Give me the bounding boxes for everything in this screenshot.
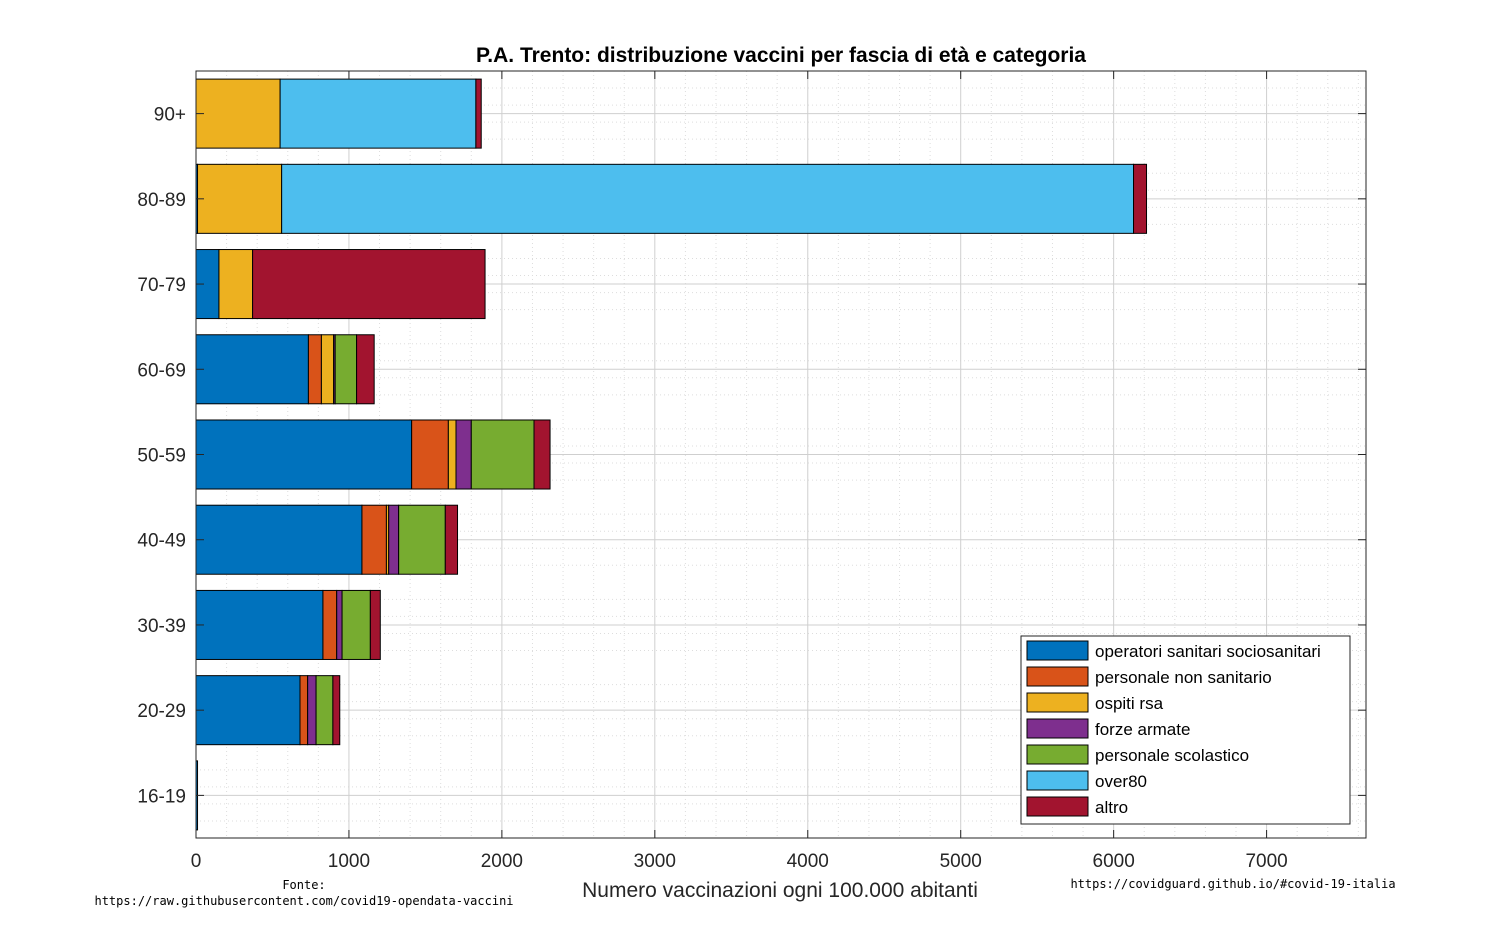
bar-segment xyxy=(334,334,358,405)
legend-entry: ospiti rsa xyxy=(1095,694,1164,713)
bar-segment xyxy=(307,675,317,746)
legend-swatch xyxy=(1026,770,1089,791)
source-url: https://raw.githubusercontent.com/covid1… xyxy=(94,894,513,908)
bar-segment xyxy=(332,675,341,746)
ticks: 0 1000 2000 3000 4000 5000 6000 7000 90+ 80-89 70-… xyxy=(137,71,1366,872)
y-tick-label: 60-69 xyxy=(137,360,186,381)
bar-segment xyxy=(369,589,381,660)
legend-entry: personale scolastico xyxy=(1095,746,1249,765)
legend-entry: altro xyxy=(1095,798,1128,817)
x-tick-label: 5000 xyxy=(940,851,982,872)
legend: operatori sanitari sociosanitari personal… xyxy=(1020,635,1351,825)
y-tick-label: 16-19 xyxy=(137,786,186,807)
bar-segment xyxy=(307,334,322,405)
y-tick-label: 90+ xyxy=(154,105,186,126)
bar-segment xyxy=(299,675,309,746)
x-axis-label: Numero vaccinazioni ogni 100.000 abitant… xyxy=(582,879,978,902)
bar-segment xyxy=(195,419,413,490)
bar-segment xyxy=(1133,163,1148,234)
x-tick-label: 2000 xyxy=(481,851,523,872)
legend-swatch xyxy=(1026,718,1089,739)
y-tick-label: 20-29 xyxy=(137,701,186,722)
bar-segment xyxy=(475,78,482,149)
bar-segment xyxy=(315,675,334,746)
x-tick-label: 1000 xyxy=(328,851,370,872)
bar-segment xyxy=(218,249,254,320)
legend-entry: personale non sanitario xyxy=(1095,668,1272,687)
bar-segment xyxy=(195,504,363,575)
bars xyxy=(195,78,1148,831)
legend-entry: over80 xyxy=(1095,772,1147,791)
legend-swatch xyxy=(1026,640,1089,661)
bar-segment xyxy=(361,504,387,575)
bar-segment xyxy=(356,334,375,405)
x-tick-label: 0 xyxy=(191,851,202,872)
x-tick-label: 7000 xyxy=(1245,851,1287,872)
bar-segment xyxy=(341,589,371,660)
bar-segment xyxy=(320,334,335,405)
credit-url: https://covidguard.github.io/#covid-19-i… xyxy=(1070,877,1395,891)
bar-segment xyxy=(470,419,535,490)
bar-segment xyxy=(322,589,338,660)
bar-segment xyxy=(411,419,449,490)
bar-segment xyxy=(281,163,1135,234)
bar-segment xyxy=(447,419,457,490)
chart-title: P.A. Trento: distribuzione vaccini per f… xyxy=(476,44,1086,67)
bar-segment xyxy=(533,419,551,490)
x-tick-label: 4000 xyxy=(787,851,829,872)
legend-swatch xyxy=(1026,692,1089,713)
legend-swatch xyxy=(1026,796,1089,817)
source-label: Fonte: xyxy=(282,878,325,892)
y-tick-label: 30-39 xyxy=(137,616,186,637)
x-tick-label: 3000 xyxy=(634,851,676,872)
bar-segment xyxy=(197,163,283,234)
bar-segment xyxy=(252,249,486,320)
legend-entry: operatori sanitari sociosanitari xyxy=(1095,642,1321,661)
bar-segment xyxy=(398,504,446,575)
bar-segment xyxy=(195,675,301,746)
x-tick-label: 6000 xyxy=(1093,851,1135,872)
bar-segment xyxy=(388,504,400,575)
y-tick-label: 70-79 xyxy=(137,275,186,296)
y-tick-label: 40-49 xyxy=(137,531,186,552)
legend-entry: forze armate xyxy=(1095,720,1190,739)
bar-segment xyxy=(195,78,281,149)
bar-segment xyxy=(455,419,472,490)
y-tick-label: 50-59 xyxy=(137,446,186,467)
legend-swatch xyxy=(1026,666,1089,687)
y-tick-label: 80-89 xyxy=(137,190,186,211)
bar-segment xyxy=(279,78,477,149)
bar-segment xyxy=(336,589,343,660)
bar-segment xyxy=(444,504,459,575)
bar-segment xyxy=(195,589,324,660)
bar-segment xyxy=(195,334,309,405)
legend-swatch xyxy=(1026,744,1089,765)
